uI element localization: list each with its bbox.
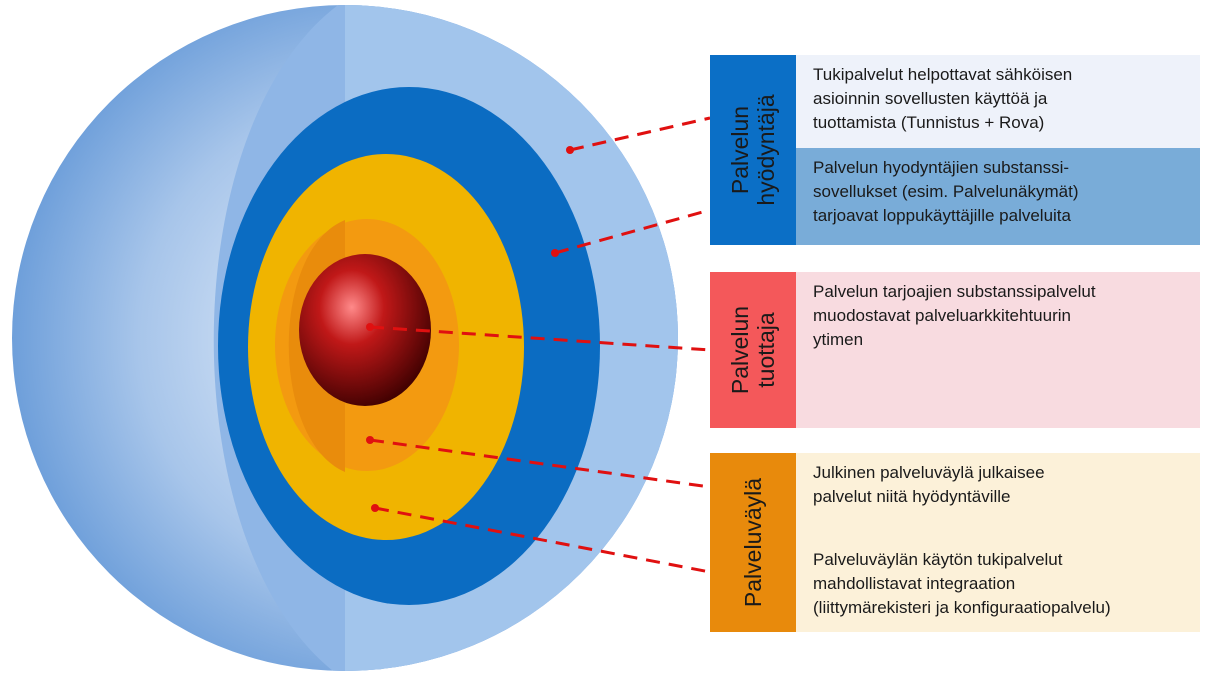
dot bbox=[566, 146, 574, 154]
item-text: ytimen bbox=[813, 330, 863, 349]
connector-dots bbox=[366, 146, 574, 512]
group-label-box bbox=[710, 272, 796, 428]
group-label-box bbox=[710, 55, 796, 245]
item-box bbox=[796, 453, 1200, 540]
item-box bbox=[796, 148, 1200, 245]
item-text: sovellukset (esim. Palvelunäkymät) bbox=[813, 182, 1078, 201]
item-box bbox=[796, 55, 1200, 148]
item-text: palvelut niitä hyödyntäville bbox=[813, 487, 1011, 506]
item-text: Palvelun hyodyntäjien substanssi- bbox=[813, 158, 1069, 177]
item-text: Palvelun tarjoajien substanssipalvelut bbox=[813, 282, 1096, 301]
item-text: (liittymärekisteri ja konfiguraatiopalve… bbox=[813, 598, 1111, 617]
connector bbox=[369, 438, 711, 489]
dot bbox=[551, 249, 559, 257]
connector bbox=[569, 116, 711, 152]
item-text: Tukipalvelut helpottavat sähköisen bbox=[813, 65, 1072, 84]
dot bbox=[366, 436, 374, 444]
connectors bbox=[369, 116, 711, 574]
connector bbox=[374, 506, 711, 574]
sphere bbox=[12, 5, 678, 671]
dot bbox=[371, 504, 379, 512]
item-text: tarjoavat loppukäyttäjille palveluita bbox=[813, 206, 1072, 225]
legend-boxes: Tukipalvelut helpottavat sähköisen asioin… bbox=[710, 55, 1200, 632]
item-box bbox=[796, 540, 1200, 632]
item-box bbox=[796, 272, 1200, 428]
group-label: tuottaja bbox=[753, 312, 779, 388]
item-text: muodostavat palveluarkkitehtuurin bbox=[813, 306, 1071, 325]
group-label: Palvelun bbox=[727, 306, 753, 394]
core bbox=[299, 254, 431, 406]
item-text: tuottamista (Tunnistus + Rova) bbox=[813, 113, 1044, 132]
group-label: hyödyntäjä bbox=[753, 94, 779, 205]
item-text: mahdollistavat integraation bbox=[813, 574, 1015, 593]
group-label-box bbox=[710, 453, 796, 632]
group-label: Palveluväylä bbox=[740, 478, 766, 607]
connector bbox=[369, 325, 711, 352]
item-text: asioinnin sovellusten käyttöä ja bbox=[813, 89, 1048, 108]
connector bbox=[554, 208, 711, 255]
item-text: Palveluväylän käytön tukipalvelut bbox=[813, 550, 1063, 569]
dot bbox=[366, 323, 374, 331]
group-label: Palvelun bbox=[727, 106, 753, 194]
item-text: Julkinen palveluväylä julkaisee bbox=[813, 463, 1045, 482]
